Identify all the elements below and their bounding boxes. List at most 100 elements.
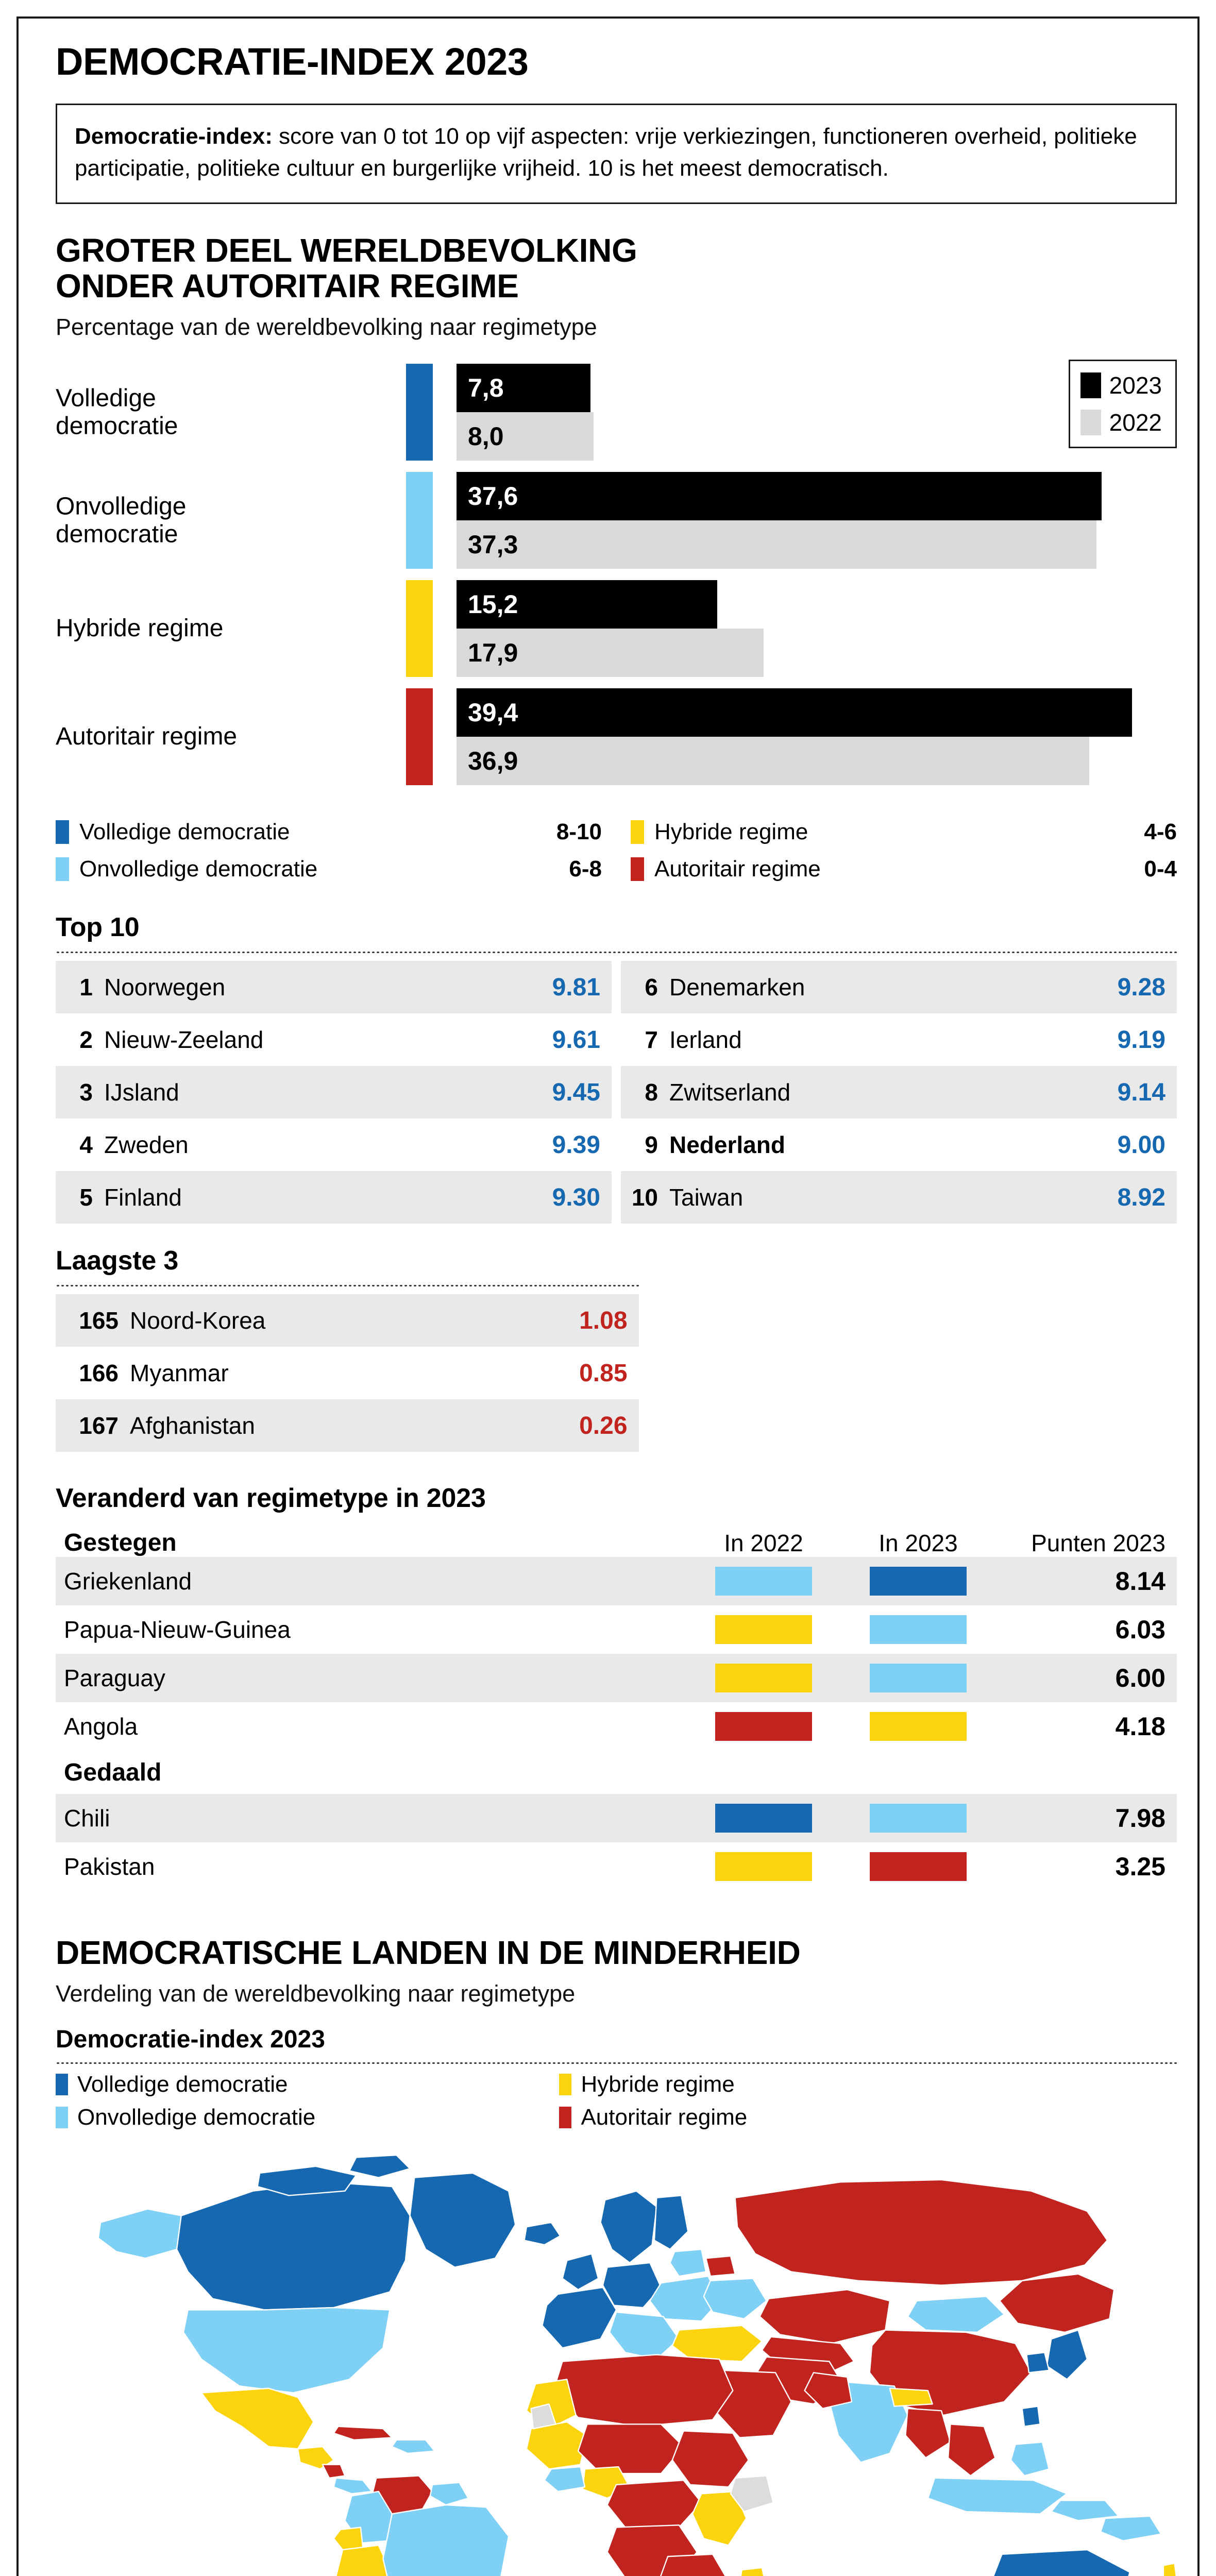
top10-left-column: 1 Noorwegen 9.81 2 Nieuw-Zeeland 9.61 3 … <box>56 961 612 1224</box>
map-legend-item-hybride-regime: Hybride regime <box>559 2072 1042 2097</box>
regime-legend-item-volledige-democratie: Volledige democratie 8-10 <box>56 819 602 845</box>
definition-term: Democratie-index: <box>75 123 273 149</box>
country-central-africa <box>606 2480 702 2528</box>
rank-number: 2 <box>79 1026 93 1054</box>
country-name: Noord-Korea <box>130 1307 266 1334</box>
bar-2023: 15,2 <box>457 580 717 629</box>
regime-swatch-2022 <box>715 1615 812 1645</box>
table-row: 2 Nieuw-Zeeland 9.61 <box>56 1013 612 1066</box>
bar-category-label: Volledige democratie <box>56 384 178 440</box>
bar-category-swatch <box>406 688 433 786</box>
regime-cell-2022 <box>686 1712 841 1741</box>
lowest3-divider <box>56 1284 639 1287</box>
country-norway-sweden <box>600 2190 657 2264</box>
country-zambia-mozambique <box>660 2553 727 2576</box>
regime-label: Autoritair regime <box>654 856 821 882</box>
rank-number: 165 <box>79 1307 119 1334</box>
page-title: DEMOCRATIE-INDEX 2023 <box>56 40 529 83</box>
country-cuba <box>333 2426 393 2441</box>
country-somalia-nodata <box>730 2475 774 2513</box>
country-indonesia-east <box>1051 2500 1120 2521</box>
bar-value-2023: 7,8 <box>468 374 504 403</box>
country-caribbean <box>391 2439 435 2454</box>
table-row: 4 Zweden 9.39 <box>56 1118 612 1171</box>
table-row: 7 Ierland 9.19 <box>621 1013 1177 1066</box>
regime-swatch-2023 <box>870 1664 967 1693</box>
country-kazakhstan <box>759 2289 891 2345</box>
map-swatch-volledige-democratie <box>56 2074 68 2096</box>
country-score: 9.28 <box>1117 973 1166 1001</box>
map-swatch-onvolledige-democratie <box>56 2107 68 2129</box>
map-legend-item-onvolledige-democratie: Onvolledige democratie <box>56 2105 538 2130</box>
population-bar-chart: 2023 2022 Volledige democratie 7,8 8,0 <box>56 360 1177 786</box>
country-name: Zwitserland <box>669 1079 791 1106</box>
bar-pair: 7,8 8,0 <box>457 364 1177 461</box>
country-mongolia <box>907 2296 1005 2333</box>
regime-range: 6-8 <box>569 856 602 882</box>
regime-swatch-2023 <box>870 1804 967 1833</box>
group-label-gedaald: Gedaald <box>64 1758 162 1786</box>
rank-number: 4 <box>79 1131 93 1159</box>
bar-row-volledige-democratie: Volledige democratie 7,8 8,0 <box>56 364 1177 461</box>
regime-swatch-2023 <box>870 1852 967 1882</box>
country-philippines <box>1010 2442 1050 2477</box>
regime-change-section: Veranderd van regimetype in 2023 Gestege… <box>56 1483 1177 1891</box>
country-west-africa <box>526 2421 588 2470</box>
legend-swatch-2022 <box>1080 410 1101 436</box>
country-name: Chili <box>64 1805 110 1832</box>
top10-divider <box>56 951 1177 954</box>
country-france-spain-portugal <box>542 2286 617 2349</box>
country-ukraine <box>703 2278 767 2320</box>
bar-pair: 39,4 36,9 <box>457 688 1177 786</box>
regime-cell-2023 <box>841 1712 995 1741</box>
bar-category-swatch <box>406 472 433 569</box>
country-nepal-bhutan <box>889 2387 933 2407</box>
country-score: 0.26 <box>579 1412 628 1439</box>
regime-legend-item-onvolledige-democratie: Onvolledige democratie 6-8 <box>56 856 602 882</box>
table-row: Angola 4.18 <box>56 1702 1177 1751</box>
country-name: Angola <box>64 1713 138 1740</box>
bar-headline-line1: GROTER DEEL WERELDBEVOLKING <box>56 231 637 269</box>
table-row: 165 Noord-Korea 1.08 <box>56 1294 639 1347</box>
table-row: 166 Myanmar 0.85 <box>56 1347 639 1399</box>
points-value: 7.98 <box>1115 1804 1166 1833</box>
map-swatch-autoritair-regime <box>559 2107 572 2129</box>
page-frame <box>16 16 1200 2576</box>
country-russia <box>734 2179 1108 2286</box>
legend-swatch-2023 <box>1080 372 1101 399</box>
bar-pair: 15,2 17,9 <box>457 580 1177 677</box>
map-swatch-hybride-regime <box>559 2074 572 2096</box>
table-row: Chili 7.98 <box>56 1794 1177 1843</box>
table-row: 6 Denemarken 9.28 <box>621 961 1177 1014</box>
map-legend-divider <box>56 2062 1177 2065</box>
regime-type-legend: Volledige democratie 8-10 Hybride regime… <box>56 819 1177 882</box>
country-south-korea <box>1026 2352 1050 2374</box>
table-row: 5 Finland 9.30 <box>56 1171 612 1224</box>
table-row: Griekenland 8.14 <box>56 1557 1177 1606</box>
country-costa-rica-panama <box>333 2477 373 2495</box>
map-legend-item-autoritair-regime: Autoritair regime <box>559 2105 1042 2130</box>
bar-row-hybride-regime: Hybride regime 15,2 17,9 <box>56 580 1177 677</box>
country-australia <box>992 2549 1130 2576</box>
bar-value-2023: 39,4 <box>468 698 518 727</box>
definition-text: Democratie-index: score van 0 tot 10 op … <box>75 121 1158 185</box>
country-name: Griekenland <box>64 1568 192 1595</box>
table-row: Paraguay 6.00 <box>56 1654 1177 1703</box>
regime-change-group-gedaald: Gedaald <box>56 1751 1177 1794</box>
rank-number: 10 <box>631 1184 658 1211</box>
table-row: Pakistan 3.25 <box>56 1842 1177 1891</box>
country-russia-east <box>999 2273 1115 2333</box>
top10-table: 1 Noorwegen 9.81 2 Nieuw-Zeeland 9.61 3 … <box>56 961 1177 1224</box>
regime-legend-item-autoritair-regime: Autoritair regime 0-4 <box>631 856 1177 882</box>
top10-section: Top 10 1 Noorwegen 9.81 2 Nieuw-Zeeland … <box>56 912 1177 1224</box>
lowest3-title: Laagste 3 <box>56 1246 179 1276</box>
regime-range: 0-4 <box>1144 856 1177 882</box>
country-name: Nederland <box>669 1131 785 1159</box>
lowest3-table: 165 Noord-Korea 1.08 166 Myanmar 0.85 16… <box>56 1294 639 1452</box>
regime-swatch-onvolledige-democratie <box>56 857 69 882</box>
country-mexico <box>200 2387 314 2450</box>
country-thailand-vietnam <box>947 2424 996 2477</box>
regime-cell-2023 <box>841 1615 995 1645</box>
bar-value-2023: 15,2 <box>468 590 518 619</box>
